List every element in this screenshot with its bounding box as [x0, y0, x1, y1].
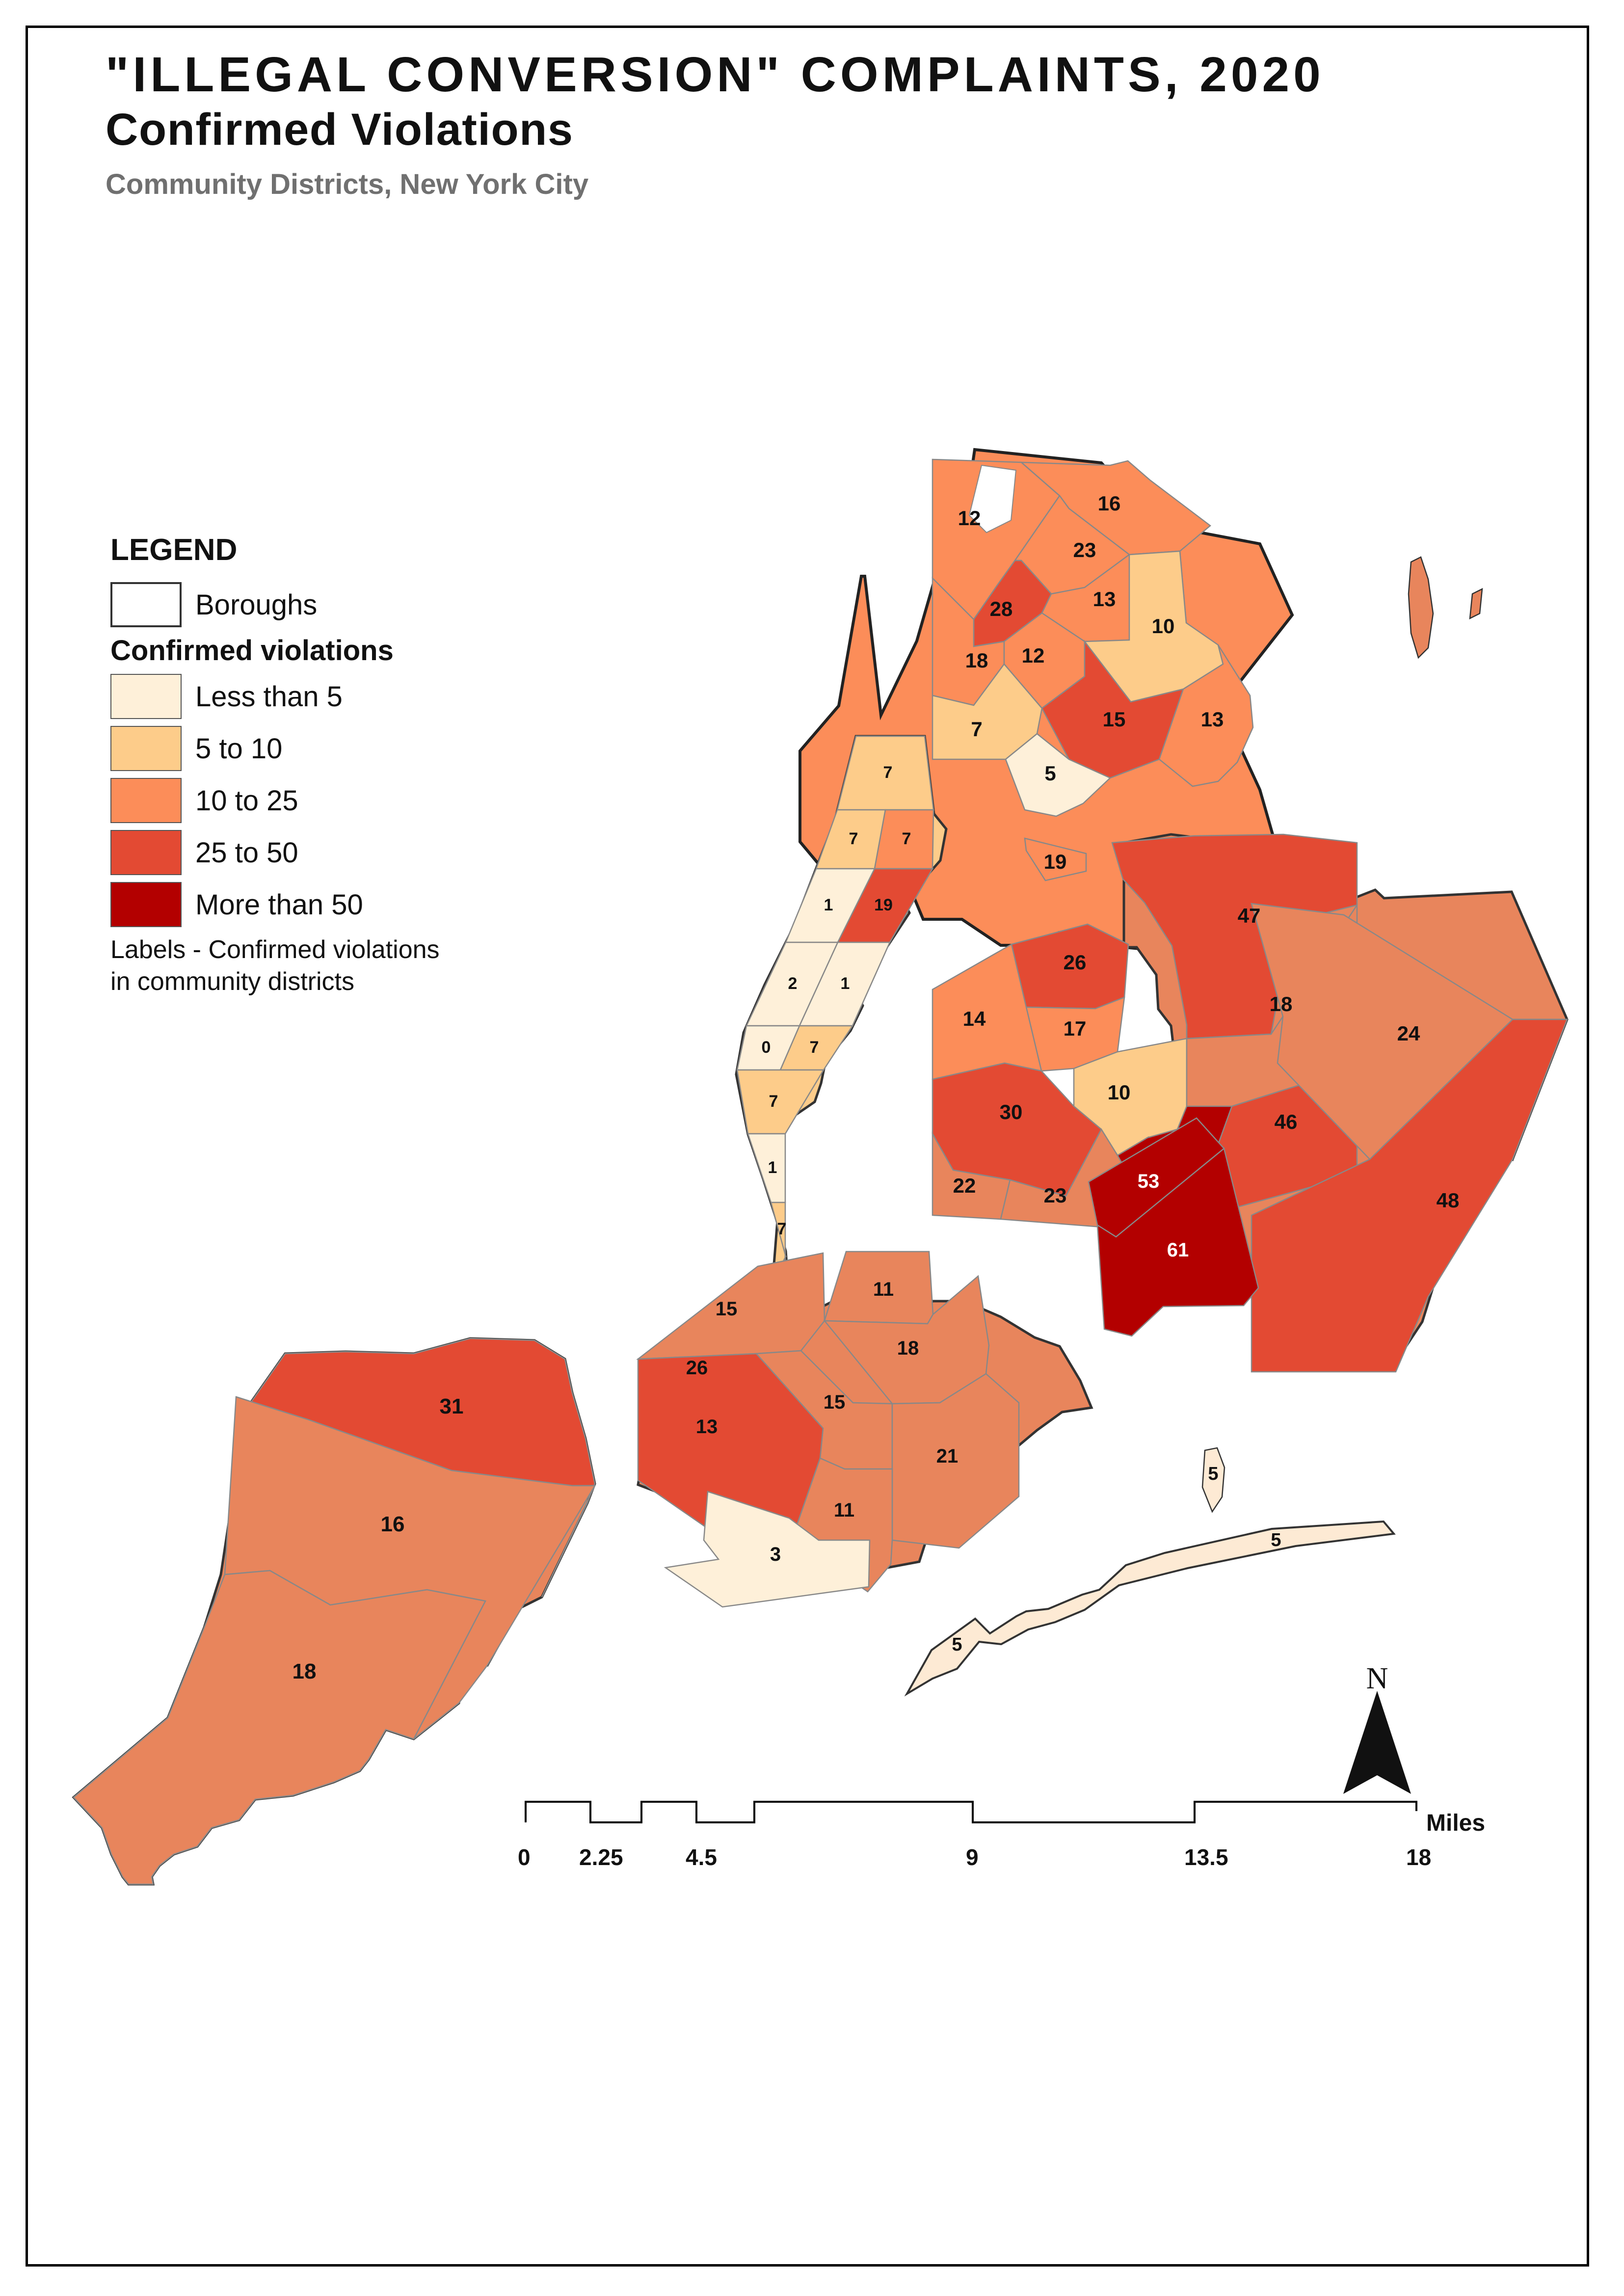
svg-text:30: 30: [1000, 1100, 1023, 1123]
svg-text:15: 15: [824, 1391, 846, 1413]
svg-text:15: 15: [1103, 708, 1126, 731]
svg-text:2.25: 2.25: [579, 1844, 623, 1870]
svg-text:12: 12: [1022, 644, 1045, 667]
svg-text:23: 23: [1073, 538, 1096, 561]
svg-text:18: 18: [897, 1337, 919, 1359]
svg-text:0: 0: [518, 1844, 531, 1870]
svg-text:19: 19: [874, 896, 893, 914]
svg-text:11: 11: [834, 1499, 854, 1521]
svg-text:31: 31: [440, 1394, 464, 1418]
svg-text:14: 14: [963, 1007, 986, 1030]
svg-text:28: 28: [990, 597, 1013, 620]
svg-text:Miles: Miles: [1426, 1810, 1485, 1836]
svg-text:5: 5: [1271, 1530, 1281, 1550]
svg-text:1: 1: [768, 1158, 777, 1177]
svg-text:5: 5: [1044, 762, 1056, 785]
svg-text:26: 26: [686, 1357, 708, 1379]
svg-text:18: 18: [1270, 992, 1293, 1015]
svg-text:10: 10: [1152, 614, 1175, 638]
svg-text:47: 47: [1238, 904, 1261, 927]
svg-text:61: 61: [1167, 1239, 1189, 1261]
svg-text:9: 9: [966, 1844, 979, 1870]
svg-text:17: 17: [1064, 1017, 1087, 1040]
svg-text:53: 53: [1138, 1171, 1160, 1192]
svg-text:23: 23: [1044, 1184, 1067, 1207]
svg-text:2: 2: [788, 974, 798, 993]
svg-text:7: 7: [883, 763, 893, 782]
svg-text:13: 13: [1201, 708, 1224, 731]
svg-text:15: 15: [716, 1298, 738, 1320]
svg-text:5: 5: [1208, 1464, 1218, 1484]
svg-text:7: 7: [849, 829, 858, 848]
svg-text:18: 18: [965, 649, 988, 672]
svg-text:21: 21: [936, 1445, 958, 1467]
svg-text:18: 18: [293, 1659, 317, 1683]
svg-text:1: 1: [824, 896, 833, 914]
svg-text:7: 7: [810, 1038, 819, 1057]
svg-text:7: 7: [769, 1092, 778, 1111]
svg-text:13.5: 13.5: [1184, 1844, 1228, 1870]
svg-text:7: 7: [902, 829, 911, 848]
svg-text:13: 13: [1093, 587, 1116, 611]
svg-text:10: 10: [1108, 1081, 1131, 1104]
svg-text:22: 22: [953, 1174, 976, 1197]
svg-text:19: 19: [1044, 850, 1067, 873]
svg-text:26: 26: [1064, 951, 1087, 974]
svg-text:13: 13: [696, 1416, 718, 1438]
svg-text:16: 16: [1098, 492, 1121, 515]
svg-text:3: 3: [770, 1544, 781, 1565]
svg-text:4.5: 4.5: [686, 1844, 717, 1870]
svg-text:46: 46: [1275, 1110, 1298, 1133]
svg-text:18: 18: [1406, 1844, 1431, 1870]
svg-text:N: N: [1366, 1662, 1388, 1695]
svg-text:11: 11: [873, 1279, 894, 1300]
svg-text:0: 0: [762, 1038, 771, 1057]
svg-text:5: 5: [952, 1634, 962, 1655]
svg-text:48: 48: [1437, 1189, 1460, 1212]
svg-text:1: 1: [841, 974, 850, 993]
svg-text:12: 12: [958, 507, 981, 530]
svg-text:16: 16: [381, 1512, 405, 1536]
svg-text:24: 24: [1397, 1022, 1420, 1045]
svg-text:7: 7: [971, 718, 982, 741]
svg-text:7: 7: [777, 1220, 787, 1238]
